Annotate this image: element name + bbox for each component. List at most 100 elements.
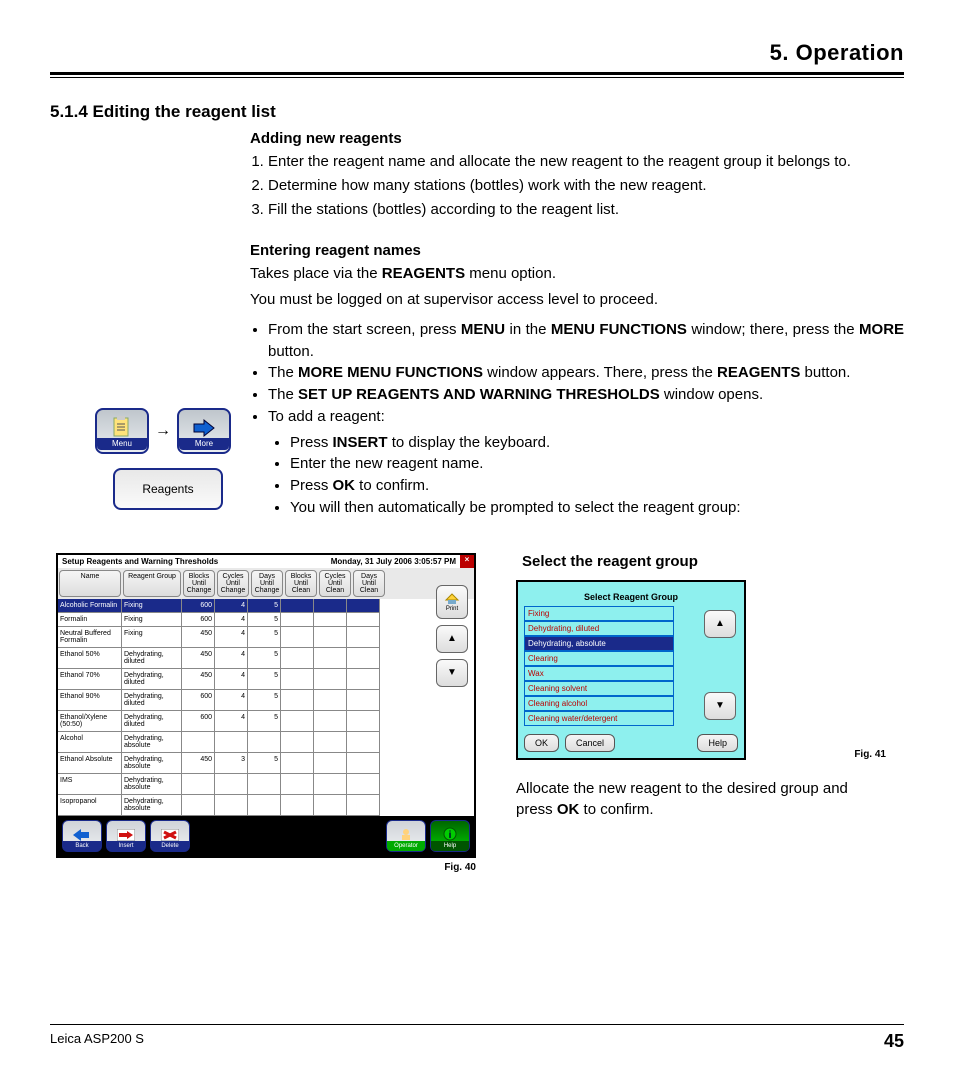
icon-column: Menu → More Reagents xyxy=(95,408,275,510)
button-label: Menu xyxy=(97,438,147,450)
cell xyxy=(347,669,380,690)
cell: Fixing xyxy=(122,613,182,627)
list-item[interactable]: Cleaning solvent xyxy=(524,681,674,696)
cell: Dehydrating, absolute xyxy=(122,795,182,816)
list-item: Fill the stations (bottles) according to… xyxy=(268,199,904,221)
list-item: The MORE MENU FUNCTIONS window appears. … xyxy=(268,362,904,384)
table-row[interactable]: Ethanol AbsoluteDehydrating, absolute450… xyxy=(58,753,474,774)
cell xyxy=(347,795,380,816)
kw: REAGENTS xyxy=(382,265,465,282)
timestamp: Monday, 31 July 2006 3:05:57 PM xyxy=(327,555,460,568)
insert-button[interactable]: Insert xyxy=(106,820,146,852)
table-row[interactable]: Ethanol/Xylene (50:50)Dehydrating, dilut… xyxy=(58,711,474,732)
table-row[interactable]: IMSDehydrating, absolute xyxy=(58,774,474,795)
cell xyxy=(281,774,314,795)
kw: REAGENTS xyxy=(717,364,800,381)
cell: Dehydrating, diluted xyxy=(122,690,182,711)
table-row[interactable]: Ethanol 90%Dehydrating, diluted60045 xyxy=(58,690,474,711)
text: window opens. xyxy=(660,386,763,403)
label: Insert xyxy=(107,841,145,851)
scroll-down-button[interactable]: ▼ xyxy=(436,659,468,687)
list-item: You will then automatically be prompted … xyxy=(290,497,904,519)
col[interactable]: Blocks Until Change xyxy=(183,570,215,597)
list-item[interactable]: Wax xyxy=(524,666,674,681)
help-button[interactable]: iHelp xyxy=(430,820,470,852)
cell: 450 xyxy=(182,627,215,648)
list-item[interactable]: Fixing xyxy=(524,606,674,621)
cell: Ethanol 90% xyxy=(58,690,122,711)
cell xyxy=(347,613,380,627)
print-button[interactable]: Print xyxy=(436,585,468,619)
table-row[interactable]: Alcoholic FormalinFixing60045 xyxy=(58,599,474,613)
cell xyxy=(314,599,347,613)
list-item: Determine how many stations (bottles) wo… xyxy=(268,175,904,197)
cell: Isopropanol xyxy=(58,795,122,816)
cancel-button[interactable]: Cancel xyxy=(565,734,615,752)
cell: Alcohol xyxy=(58,732,122,753)
figure-caption: Fig. 40 xyxy=(56,862,476,873)
col[interactable]: Cycles Until Change xyxy=(217,570,249,597)
cell: 5 xyxy=(248,648,281,669)
cell: Alcoholic Formalin xyxy=(58,599,122,613)
col-group[interactable]: Reagent Group xyxy=(123,570,181,597)
menu-button[interactable]: Menu xyxy=(95,408,149,454)
figure-caption: Fig. 41 xyxy=(754,749,886,760)
text: to display the keyboard. xyxy=(388,434,551,451)
cell: 5 xyxy=(248,711,281,732)
cell: 600 xyxy=(182,613,215,627)
cell xyxy=(281,690,314,711)
scroll-up-button[interactable]: ▲ xyxy=(704,610,736,638)
insert-icon xyxy=(117,829,135,841)
cell: Dehydrating, diluted xyxy=(122,648,182,669)
arrow-icon: → xyxy=(155,422,171,440)
list-item[interactable]: Cleaning alcohol xyxy=(524,696,674,711)
ok-button[interactable]: OK xyxy=(524,734,559,752)
text: window; there, press the xyxy=(687,321,859,338)
delete-button[interactable]: Delete xyxy=(150,820,190,852)
table-row[interactable]: FormalinFixing60045 xyxy=(58,613,474,627)
cell: 5 xyxy=(248,627,281,648)
label: Back xyxy=(63,841,101,851)
table-header: Name Reagent Group Blocks Until Change C… xyxy=(58,568,474,599)
table-row[interactable]: Ethanol 70%Dehydrating, diluted45045 xyxy=(58,669,474,690)
list-item[interactable]: Clearing xyxy=(524,651,674,666)
cell xyxy=(347,732,380,753)
help-button[interactable]: Help xyxy=(697,734,738,752)
col[interactable]: Cycles Until Clean xyxy=(319,570,351,597)
cell: Fixing xyxy=(122,627,182,648)
cell xyxy=(314,711,347,732)
back-button[interactable]: Back xyxy=(62,820,102,852)
operator-button[interactable]: Operator xyxy=(386,820,426,852)
close-icon[interactable]: × xyxy=(460,555,474,568)
list-item[interactable]: Dehydrating, diluted xyxy=(524,621,674,636)
list-item[interactable]: Dehydrating, absolute xyxy=(524,636,674,651)
cell xyxy=(314,669,347,690)
cell xyxy=(281,795,314,816)
cell xyxy=(215,795,248,816)
cell xyxy=(281,627,314,648)
text: The xyxy=(268,386,298,403)
table-row[interactable]: Ethanol 50%Dehydrating, diluted45045 xyxy=(58,648,474,669)
col-name[interactable]: Name xyxy=(59,570,121,597)
chevron-up-icon: ▲ xyxy=(447,633,457,644)
cell: Neutral Buffered Formalin xyxy=(58,627,122,648)
col[interactable]: Days Until Clean xyxy=(353,570,385,597)
list-item: From the start screen, press MENU in the… xyxy=(268,319,904,363)
list-item[interactable]: Cleaning water/detergent xyxy=(524,711,674,726)
cell xyxy=(314,774,347,795)
col[interactable]: Blocks Until Clean xyxy=(285,570,317,597)
cell: 5 xyxy=(248,690,281,711)
add-steps: Enter the reagent name and allocate the … xyxy=(268,151,904,220)
col[interactable]: Days Until Change xyxy=(251,570,283,597)
more-button[interactable]: More xyxy=(177,408,231,454)
cell: Dehydrating, absolute xyxy=(122,774,182,795)
scroll-up-button[interactable]: ▲ xyxy=(436,625,468,653)
table-row[interactable]: Neutral Buffered FormalinFixing45045 xyxy=(58,627,474,648)
cell xyxy=(281,599,314,613)
cell: Ethanol/Xylene (50:50) xyxy=(58,711,122,732)
printer-icon xyxy=(444,592,460,606)
scroll-down-button[interactable]: ▼ xyxy=(704,692,736,720)
table-row[interactable]: AlcoholDehydrating, absolute xyxy=(58,732,474,753)
reagents-button[interactable]: Reagents xyxy=(113,468,223,510)
table-row[interactable]: IsopropanolDehydrating, absolute xyxy=(58,795,474,816)
